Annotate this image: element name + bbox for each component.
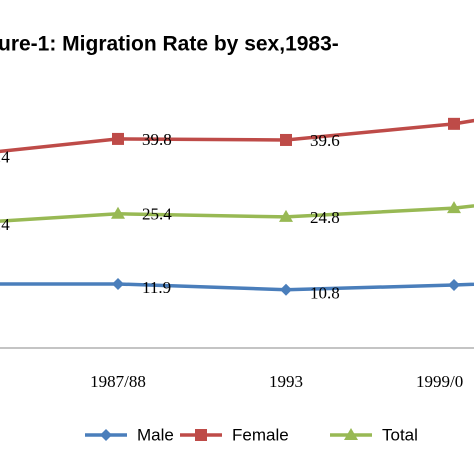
marker	[280, 283, 292, 296]
data-label: 24.8	[310, 208, 340, 227]
x-tick-label: 1987/88	[90, 372, 146, 391]
marker	[344, 428, 358, 440]
line	[0, 282, 474, 292]
marker	[112, 278, 124, 290]
x-tick-label: 1993	[269, 372, 303, 391]
marker	[447, 201, 461, 214]
legend-label: Male	[137, 425, 174, 444]
chart-title: ure-1: Migration Rate by sex,1983-	[0, 33, 339, 56]
data-label: 39.8	[142, 130, 172, 149]
marker	[100, 429, 112, 441]
marker	[279, 209, 293, 222]
data-label: 39.6	[310, 131, 340, 150]
marker	[111, 206, 125, 219]
data-label: 25.4	[142, 205, 172, 224]
data-label: 11.9	[142, 278, 171, 297]
marker	[112, 132, 124, 145]
marker	[448, 279, 460, 292]
line	[0, 204, 474, 223]
legend-label: Female	[232, 425, 289, 444]
data-label: .4	[0, 148, 10, 167]
data-label: .4	[0, 215, 10, 234]
x-tick-label: 1999/0	[416, 372, 463, 391]
marker	[195, 429, 207, 441]
marker	[280, 133, 292, 146]
marker	[448, 117, 460, 130]
line	[0, 118, 474, 154]
legend-label: Total	[382, 425, 418, 444]
data-label: 10.8	[310, 284, 340, 303]
